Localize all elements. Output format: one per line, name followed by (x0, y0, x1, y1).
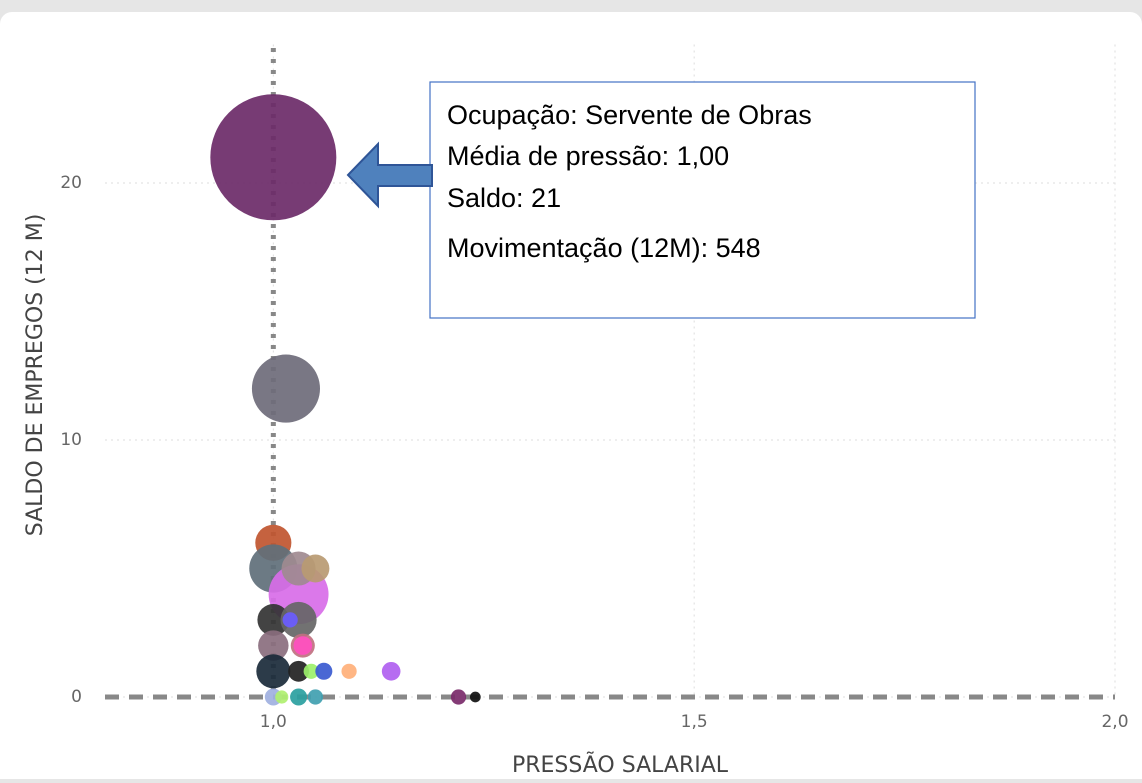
bubble (290, 688, 308, 706)
bubble (258, 630, 289, 661)
bubble (293, 636, 313, 655)
annotation-line: Movimentação (12M): 548 (447, 233, 761, 263)
bubble (282, 612, 298, 628)
bubble (280, 601, 317, 638)
y-tick-label: 20 (60, 173, 82, 193)
bubble (381, 661, 401, 681)
bubble (301, 554, 330, 583)
bubble (275, 690, 289, 704)
annotation-line: Saldo: 21 (447, 183, 561, 213)
bubble (307, 689, 324, 705)
bubble (303, 663, 319, 679)
annotation-arrow (346, 141, 433, 209)
bubble (256, 654, 291, 689)
bubble (341, 663, 357, 679)
bubble (450, 689, 467, 705)
annotation-line: Ocupação: Servente de Obras (447, 100, 812, 130)
y-axis-title: SALDO DE EMPREGOS (12 M) (23, 214, 48, 537)
bubble (469, 691, 481, 703)
annotation-box (429, 81, 976, 319)
bubble (210, 94, 337, 221)
x-tick-label: 2,0 (1101, 712, 1128, 732)
bubble (257, 603, 290, 636)
y-tick-label: 10 (60, 430, 82, 450)
bubble (315, 662, 333, 680)
annotation-line: Média de pressão: 1,00 (447, 141, 729, 171)
x-tick-label: 1,5 (681, 712, 708, 732)
bubble (288, 660, 310, 682)
bubble (251, 354, 320, 423)
x-axis-title: PRESSÃO SALARIAL (512, 751, 729, 778)
x-tick-label: 1,0 (260, 712, 287, 732)
y-tick-label: 0 (71, 687, 82, 707)
